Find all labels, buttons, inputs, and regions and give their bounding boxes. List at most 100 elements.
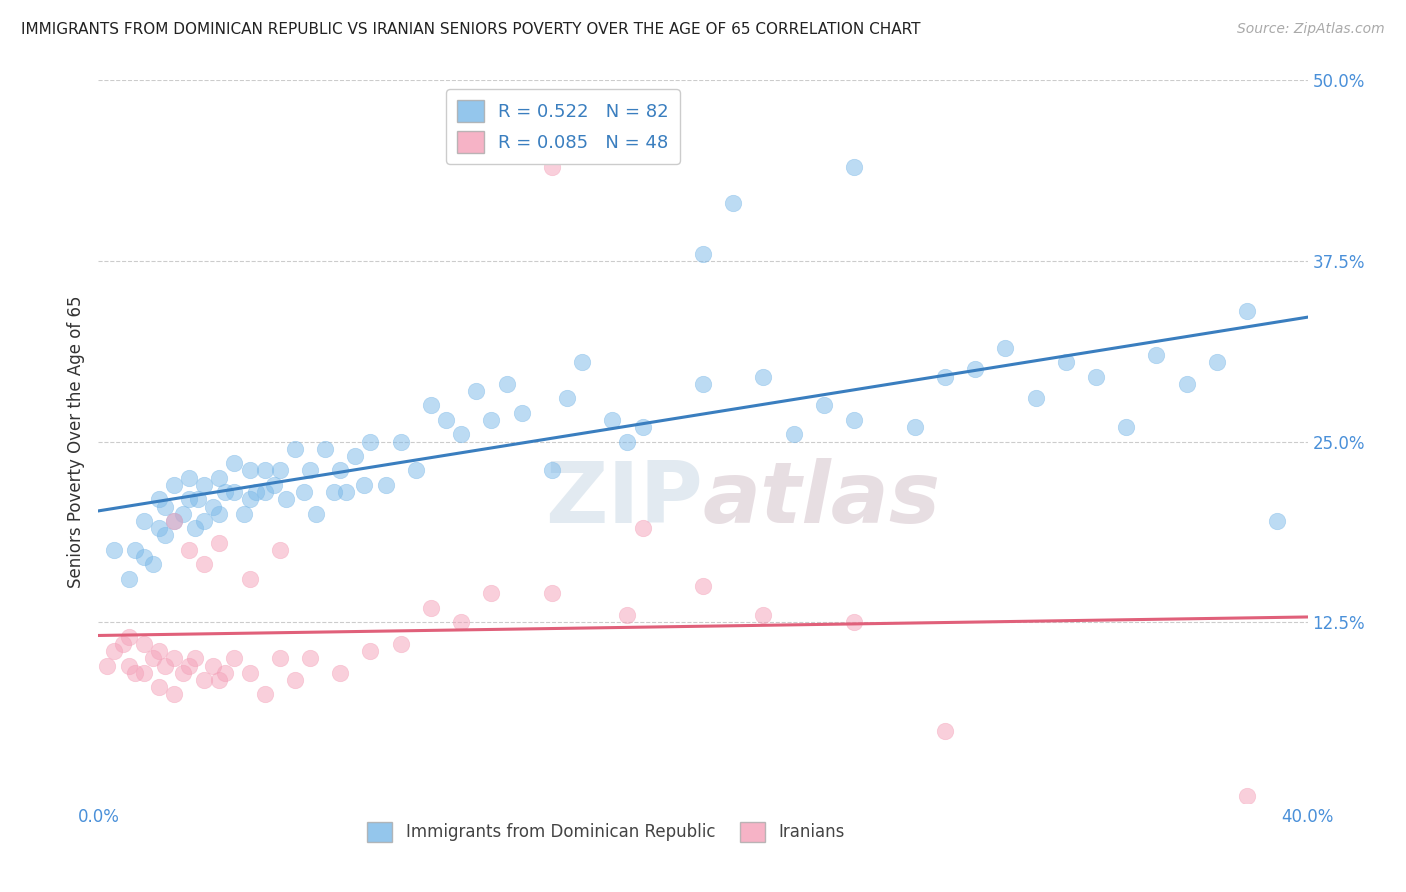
Point [153,658,176,673]
Point [148,680,170,694]
Point [292,485,315,500]
Point [163,514,186,528]
Point [353,478,375,492]
Point [142,558,165,572]
Point [142,651,165,665]
Point [692,579,714,593]
Point [153,528,176,542]
Point [224,456,246,470]
Point [179,542,201,557]
Point [329,665,352,680]
Point [239,492,262,507]
Point [481,413,503,427]
Point [540,160,562,174]
Point [214,665,236,680]
Point [253,687,276,701]
Point [124,542,146,557]
Point [184,521,207,535]
Point [389,637,412,651]
Point [132,550,155,565]
Point [1206,355,1229,369]
Point [723,196,745,211]
Point [263,478,285,492]
Point [232,507,254,521]
Point [284,442,307,456]
Point [118,658,141,673]
Point [274,492,297,507]
Legend: Immigrants from Dominican Republic, Iranians: Immigrants from Dominican Republic, Iran… [361,815,852,848]
Point [305,507,328,521]
Point [193,478,215,492]
Point [374,478,396,492]
Point [934,369,956,384]
Point [208,535,231,549]
Point [245,485,267,500]
Point [783,427,806,442]
Point [510,406,533,420]
Point [405,463,427,477]
Point [299,651,322,665]
Point [844,160,866,174]
Point [904,420,927,434]
Point [208,673,231,687]
Point [844,413,866,427]
Point [124,665,146,680]
Point [187,492,209,507]
Point [163,687,186,701]
Point [118,572,141,586]
Point [450,427,472,442]
Point [172,665,194,680]
Point [202,500,225,514]
Point [360,434,382,449]
Point [1115,420,1137,434]
Point [420,398,443,412]
Point [202,658,225,673]
Point [299,463,322,477]
Point [752,369,775,384]
Point [1054,355,1077,369]
Point [934,723,956,738]
Point [269,651,291,665]
Y-axis label: Seniors Poverty Over the Age of 65: Seniors Poverty Over the Age of 65 [66,295,84,588]
Point [179,470,201,484]
Point [1267,514,1289,528]
Point [224,651,246,665]
Point [692,376,714,391]
Point [616,434,638,449]
Point [360,644,382,658]
Point [153,500,176,514]
Point [813,398,835,412]
Point [179,492,201,507]
Point [132,514,155,528]
Point [214,485,236,500]
Point [163,478,186,492]
Point [239,665,262,680]
Point [335,485,357,500]
Point [844,615,866,630]
Point [148,521,170,535]
Point [1175,376,1198,391]
Point [323,485,346,500]
Point [571,355,593,369]
Point [752,607,775,622]
Point [495,376,517,391]
Point [193,673,215,687]
Point [692,246,714,260]
Point [179,658,201,673]
Point [1236,789,1258,803]
Text: atlas: atlas [703,458,941,541]
Point [994,341,1017,355]
Point [631,521,654,535]
Point [314,442,336,456]
Point [1085,369,1108,384]
Point [111,637,134,651]
Point [269,542,291,557]
Point [224,485,246,500]
Point [132,637,155,651]
Point [118,630,141,644]
Point [389,434,412,449]
Text: IMMIGRANTS FROM DOMINICAN REPUBLIC VS IRANIAN SENIORS POVERTY OVER THE AGE OF 65: IMMIGRANTS FROM DOMINICAN REPUBLIC VS IR… [21,22,921,37]
Point [1236,304,1258,318]
Point [239,572,262,586]
Point [465,384,488,398]
